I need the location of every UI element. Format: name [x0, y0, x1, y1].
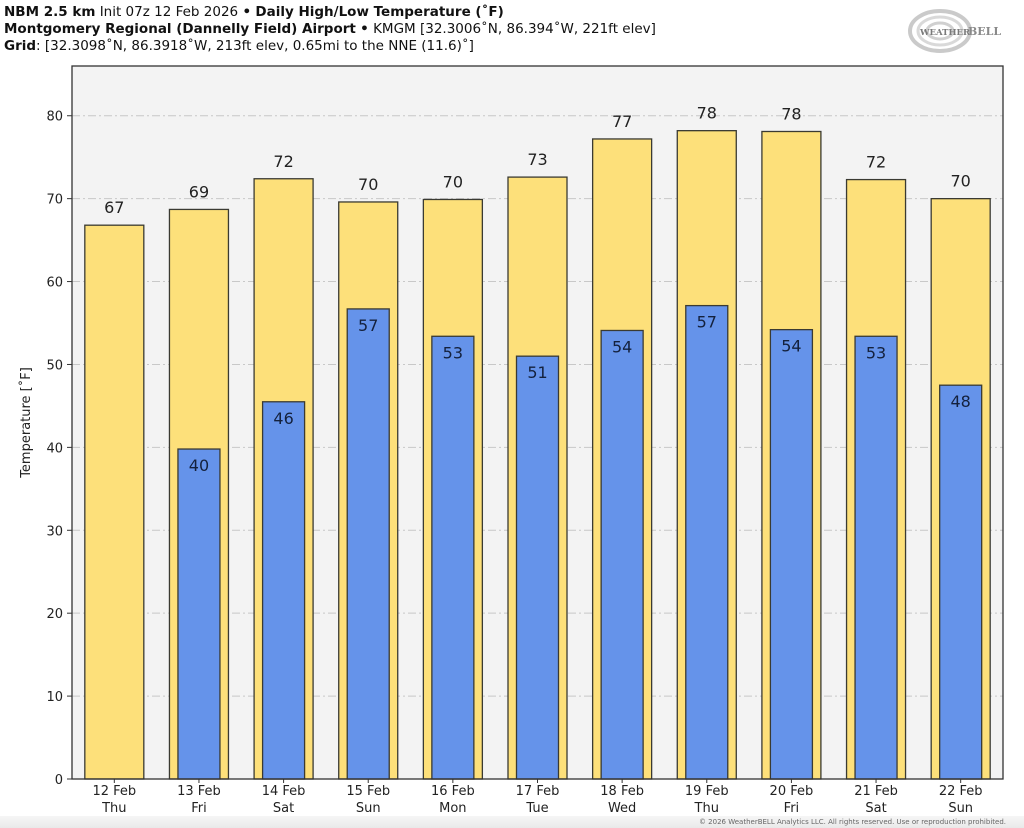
high-temp-label: 77 — [612, 112, 632, 131]
grid-info: : [32.3098˚N, 86.3918˚W, 213ft elev, 0.6… — [36, 38, 474, 54]
y-tick-label: 10 — [46, 690, 63, 705]
x-tick-day: Thu — [694, 801, 719, 816]
low-temp-label: 51 — [527, 363, 547, 382]
x-tick-date: 22 Feb — [939, 784, 983, 799]
high-temp-label: 78 — [781, 104, 801, 123]
model-name: NBM 2.5 km — [4, 4, 96, 20]
low-temp-bar — [515, 355, 560, 780]
high-temp-bar — [84, 224, 145, 780]
low-temp-label: 54 — [612, 337, 632, 356]
bar-labels: 67 69 40 72 46 70 57 70 53 73 51 77 54 78 57 78 54 72 53 70… — [104, 104, 971, 475]
low-temp-bar — [685, 304, 729, 780]
low-temp-bar — [346, 308, 390, 780]
separator: • — [360, 21, 369, 37]
x-tick-date: 14 Feb — [262, 784, 306, 799]
x-tick-date: 21 Feb — [854, 784, 898, 799]
footer-band — [0, 816, 1024, 828]
x-tick-date: 12 Feb — [92, 784, 136, 799]
x-tick-date: 16 Feb — [431, 784, 475, 799]
high-temp-label: 70 — [358, 175, 378, 194]
low-temp-label: 53 — [866, 343, 886, 362]
low-temp-bar — [261, 401, 306, 780]
x-tick-date: 20 Feb — [770, 784, 814, 799]
x-tick-date: 18 Feb — [600, 784, 644, 799]
logo-text-bell: BELL — [968, 25, 1001, 38]
x-tick-date: 17 Feb — [516, 784, 560, 799]
x-tick-day: Wed — [608, 801, 636, 816]
y-tick-label: 80 — [46, 110, 63, 125]
x-tick-day: Fri — [784, 801, 800, 816]
logo-text-weather: WEATHER — [919, 28, 971, 38]
station-info: KMGM [32.3006˚N, 86.394˚W, 221ft elev] — [373, 21, 656, 37]
x-tick-day: Sun — [948, 801, 973, 816]
y-tick-label: 40 — [46, 441, 63, 456]
low-temp-label: 40 — [189, 456, 209, 475]
y-axis-label: Temperature [˚F] — [18, 367, 34, 479]
x-tick-date: 13 Feb — [177, 784, 221, 799]
y-tick-label: 20 — [46, 607, 63, 622]
header-line-grid: Grid: [32.3098˚N, 86.3918˚W, 213ft elev,… — [4, 38, 474, 55]
low-temp-label: 57 — [697, 313, 717, 332]
x-tick-day: Sun — [356, 801, 381, 816]
low-temp-bar — [769, 328, 814, 780]
high-temp-label: 67 — [104, 198, 124, 217]
low-temp-label: 46 — [273, 409, 293, 428]
bars — [84, 130, 991, 780]
product-title: Daily High/Low Temperature (˚F) — [255, 4, 504, 20]
low-temp-label: 53 — [443, 343, 463, 362]
x-tick-day: Fri — [191, 801, 207, 816]
x-tick-date: 15 Feb — [346, 784, 390, 799]
x-tick-date: 19 Feb — [685, 784, 729, 799]
y-axis: 0 10 20 30 40 50 60 70 80 — [46, 110, 72, 788]
header-line-station: Montgomery Regional (Dannelly Field) Air… — [4, 21, 656, 38]
weatherbell-logo: WEATHER BELL — [908, 9, 1001, 53]
low-temp-bar — [854, 335, 898, 780]
low-temp-label: 48 — [951, 392, 971, 411]
low-temp-label: 54 — [781, 337, 801, 356]
separator: • — [242, 4, 252, 20]
high-temp-label: 72 — [273, 152, 293, 171]
x-axis: 12 Feb Thu 13 Feb Fri 14 Feb Sat 15 Feb Sun 16 F… — [92, 779, 983, 816]
x-tick-day: Mon — [439, 801, 466, 816]
x-tick-day: Thu — [101, 801, 126, 816]
station-name: Montgomery Regional (Dannelly Field) Air… — [4, 21, 356, 37]
y-tick-label: 30 — [46, 524, 63, 539]
x-tick-day: Sat — [273, 801, 294, 816]
low-temp-bar — [600, 329, 644, 780]
y-tick-label: 50 — [46, 358, 63, 373]
high-temp-label: 72 — [866, 153, 886, 172]
header-line-model: NBM 2.5 km Init 07z 12 Feb 2026 • Daily … — [4, 4, 504, 21]
y-tick-label: 60 — [46, 276, 63, 291]
high-temp-label: 70 — [951, 172, 971, 191]
high-temp-label: 73 — [527, 150, 547, 169]
copyright-text: © 2026 WeatherBELL Analytics LLC. All ri… — [698, 818, 1006, 826]
low-temp-label: 57 — [358, 316, 378, 335]
low-temp-bar — [431, 335, 475, 780]
low-temp-bar — [177, 448, 221, 780]
y-tick-label: 0 — [55, 773, 63, 788]
high-temp-label: 69 — [189, 182, 209, 201]
x-tick-day: Tue — [525, 801, 548, 816]
grid-label: Grid — [4, 38, 37, 54]
high-temp-label: 78 — [697, 104, 717, 123]
x-tick-day: Sat — [865, 801, 886, 816]
y-tick-label: 70 — [46, 193, 63, 208]
low-temp-bar — [939, 384, 983, 780]
high-temp-label: 70 — [443, 172, 463, 191]
init-time: Init 07z 12 Feb 2026 — [99, 4, 239, 20]
